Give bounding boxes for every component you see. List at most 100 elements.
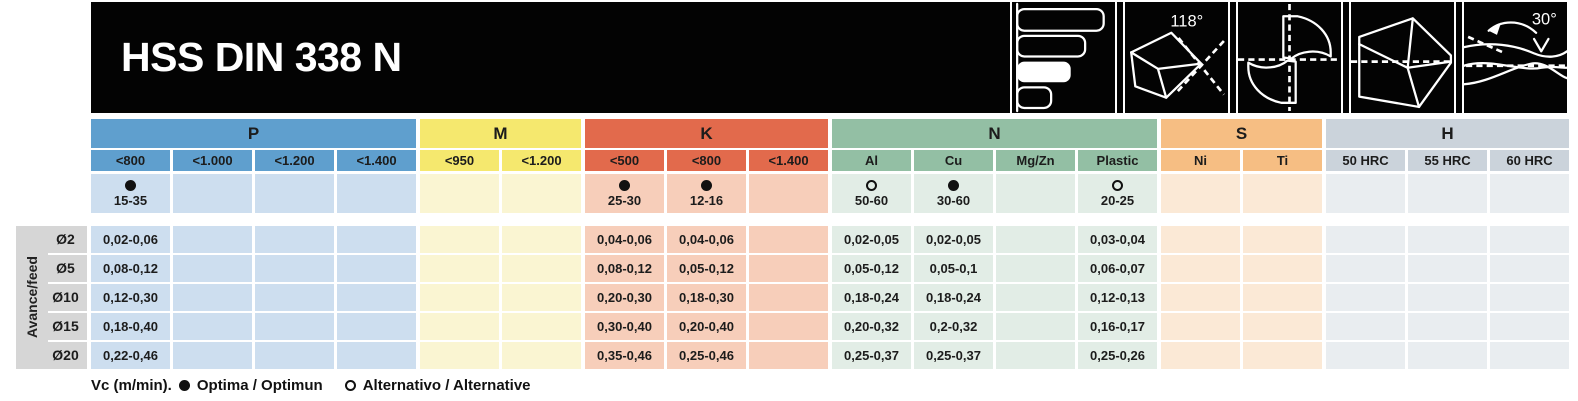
group-feed-values xyxy=(420,226,581,253)
diameter-cell: Ø2 xyxy=(44,226,87,253)
feed-value-cell: 0,02-0,06 xyxy=(91,226,170,253)
feed-value-cell xyxy=(337,342,416,369)
group-feed-values: 0,35-0,46 0,25-0,46 xyxy=(585,342,828,369)
feed-value-cell xyxy=(1408,313,1487,340)
subcolumn-header: <800 xyxy=(91,150,170,171)
feed-value-cell xyxy=(1326,226,1405,253)
group-vc-cells xyxy=(420,174,581,213)
vc-cell xyxy=(173,174,252,213)
point-angle-label: 118° xyxy=(1170,13,1203,31)
feed-value-cell xyxy=(337,284,416,311)
feed-value-cell: 0,20-0,40 xyxy=(667,313,746,340)
subcolumn-header: Mg/Zn xyxy=(996,150,1075,171)
subcolumn-header: <1.000 xyxy=(173,150,252,171)
group-subcolumns: Al Cu Mg/Zn Plastic xyxy=(832,150,1157,171)
material-group-m: M xyxy=(420,119,581,148)
feed-value-cell xyxy=(502,226,581,253)
vc-cell: 50-60 xyxy=(832,174,911,213)
feed-value-cell: 0,2-0,32 xyxy=(914,313,993,340)
vc-cell: 12-16 xyxy=(667,174,746,213)
group-feed-values: 0,05-0,12 0,05-0,1 0,06-0,07 xyxy=(832,255,1157,282)
group-feed-values xyxy=(1326,313,1569,340)
group-feed-values: 0,20-0,32 0,2-0,32 0,16-0,17 xyxy=(832,313,1157,340)
vc-cell xyxy=(996,174,1075,213)
vc-cell xyxy=(1243,174,1322,213)
feed-value-cell xyxy=(749,313,828,340)
subcolumn-header: <1.200 xyxy=(502,150,581,171)
subcolumn-header: 50 HRC xyxy=(1326,150,1405,171)
feed-value-cell xyxy=(1490,284,1569,311)
feed-value-cell xyxy=(996,226,1075,253)
alternative-label: Alternativo / Alternative xyxy=(362,377,531,394)
subcolumn-header: Plastic xyxy=(1078,150,1157,171)
group-feed-values: 0,04-0,06 0,04-0,06 xyxy=(585,226,828,253)
feed-rows: Avance/feed Ø2 0,02-0,06 0,04-0,06 0,04-0,0… xyxy=(8,226,1578,369)
feed-value-cell xyxy=(255,284,334,311)
vc-cell xyxy=(1161,174,1240,213)
vc-cell: 25-30 xyxy=(585,174,664,213)
feed-value-cell xyxy=(1326,284,1405,311)
group-feed-values xyxy=(1161,342,1322,369)
feed-value-cell: 0,18-0,30 xyxy=(667,284,746,311)
feed-value-cell: 0,02-0,05 xyxy=(832,226,911,253)
feed-value-cell xyxy=(173,284,252,311)
feed-value-cell xyxy=(173,255,252,282)
feed-value-cell: 0,12-0,13 xyxy=(1078,284,1157,311)
group-feed-values xyxy=(420,342,581,369)
feed-value-cell: 0,25-0,46 xyxy=(667,342,746,369)
feed-value-cell: 0,04-0,06 xyxy=(667,226,746,253)
feed-row: Ø5 0,08-0,12 0,08-0,12 0,05-0,12 0,05-0,12 0,… xyxy=(8,255,1578,282)
feed-value-cell xyxy=(1490,255,1569,282)
vc-unit-label: Vc (m/min). xyxy=(91,377,172,394)
optima-label: Optima / Optimun xyxy=(196,377,323,394)
feed-value-cell xyxy=(255,255,334,282)
feed-value-cell: 0,18-0,24 xyxy=(832,284,911,311)
material-group-k: K xyxy=(585,119,828,148)
feed-value-cell: 0,03-0,04 xyxy=(1078,226,1157,253)
feed-value-cell: 0,02-0,05 xyxy=(914,226,993,253)
group-feed-values: 0,20-0,30 0,18-0,30 xyxy=(585,284,828,311)
feed-value-cell xyxy=(1326,342,1405,369)
vc-cell xyxy=(255,174,334,213)
feed-value-cell xyxy=(749,255,828,282)
feed-value-cell xyxy=(1408,226,1487,253)
subcolumn-header: 60 HRC xyxy=(1490,150,1569,171)
group-feed-values: 0,30-0,40 0,20-0,40 xyxy=(585,313,828,340)
group-feed-values: 0,18-0,40 xyxy=(91,313,416,340)
subcolumn-header: 55 HRC xyxy=(1408,150,1487,171)
group-feed-values: 0,22-0,46 xyxy=(91,342,416,369)
feed-value-cell: 0,20-0,32 xyxy=(832,313,911,340)
group-feed-values: 0,08-0,12 xyxy=(91,255,416,282)
feed-value-cell: 0,25-0,26 xyxy=(1078,342,1157,369)
feed-value-cell xyxy=(1408,255,1487,282)
group-subcolumns: <950 <1.200 xyxy=(420,150,581,171)
feed-value-cell xyxy=(1490,226,1569,253)
diameter-cell: Ø15 xyxy=(44,313,87,340)
subcolumn-header: <500 xyxy=(585,150,664,171)
feed-value-cell: 0,16-0,17 xyxy=(1078,313,1157,340)
group-feed-values: 0,02-0,06 xyxy=(91,226,416,253)
vc-value: 12-16 xyxy=(689,193,724,208)
feed-value-cell xyxy=(502,342,581,369)
feed-row: Ø15 0,18-0,40 0,30-0,40 0,20-0,40 0,20-0,32 0… xyxy=(8,313,1578,340)
feed-value-cell: 0,05-0,12 xyxy=(832,255,911,282)
feed-value-cell xyxy=(996,255,1075,282)
subcolumn-header: <950 xyxy=(420,150,499,171)
feed-value-cell xyxy=(749,284,828,311)
feed-value-cell: 0,25-0,37 xyxy=(914,342,993,369)
group-vc-cells: 50-60 30-60 20-25 xyxy=(832,174,1157,213)
vc-cell xyxy=(1326,174,1405,213)
feed-value-cell xyxy=(1408,284,1487,311)
feed-value-cell xyxy=(1490,313,1569,340)
vc-cell xyxy=(1490,174,1569,213)
group-feed-values xyxy=(1161,255,1322,282)
material-group-s: S xyxy=(1161,119,1322,148)
feed-value-cell xyxy=(502,255,581,282)
group-feed-values xyxy=(420,313,581,340)
group-subcolumns: <800 <1.000 <1.200 <1.400 xyxy=(91,150,416,171)
feed-value-cell xyxy=(502,313,581,340)
feed-value-cell xyxy=(749,342,828,369)
feed-value-cell xyxy=(173,226,252,253)
feed-value-cell xyxy=(255,313,334,340)
